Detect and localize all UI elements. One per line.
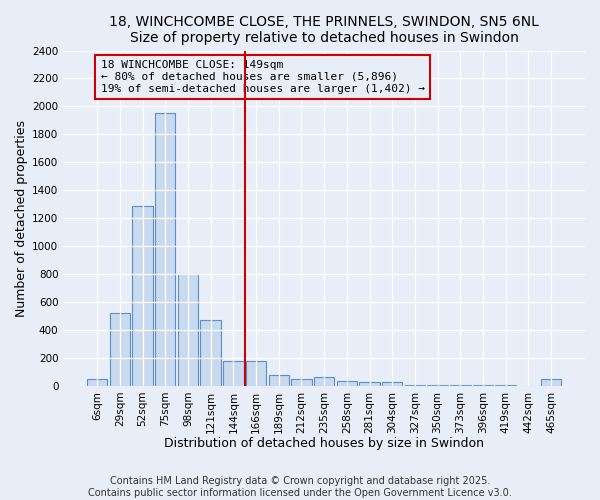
Bar bbox=[473, 385, 493, 386]
Text: 18 WINCHCOMBE CLOSE: 149sqm
← 80% of detached houses are smaller (5,896)
19% of : 18 WINCHCOMBE CLOSE: 149sqm ← 80% of det… bbox=[101, 60, 425, 94]
Bar bbox=[496, 385, 516, 386]
Bar bbox=[133, 206, 153, 386]
Bar bbox=[405, 385, 425, 386]
Y-axis label: Number of detached properties: Number of detached properties bbox=[15, 120, 28, 316]
Bar bbox=[337, 381, 357, 386]
Bar bbox=[291, 379, 311, 386]
Bar bbox=[359, 382, 380, 386]
Bar bbox=[541, 379, 561, 386]
Title: 18, WINCHCOMBE CLOSE, THE PRINNELS, SWINDON, SN5 6NL
Size of property relative t: 18, WINCHCOMBE CLOSE, THE PRINNELS, SWIN… bbox=[109, 15, 539, 45]
Text: Contains HM Land Registry data © Crown copyright and database right 2025.
Contai: Contains HM Land Registry data © Crown c… bbox=[88, 476, 512, 498]
Bar bbox=[314, 378, 334, 386]
Bar bbox=[246, 362, 266, 386]
Bar bbox=[87, 379, 107, 386]
Bar bbox=[110, 313, 130, 386]
Bar bbox=[178, 274, 198, 386]
Bar bbox=[200, 320, 221, 386]
Bar bbox=[427, 385, 448, 386]
Bar bbox=[155, 114, 175, 386]
X-axis label: Distribution of detached houses by size in Swindon: Distribution of detached houses by size … bbox=[164, 437, 484, 450]
Bar bbox=[269, 374, 289, 386]
Bar bbox=[382, 382, 403, 386]
Bar bbox=[223, 360, 244, 386]
Bar bbox=[450, 385, 470, 386]
